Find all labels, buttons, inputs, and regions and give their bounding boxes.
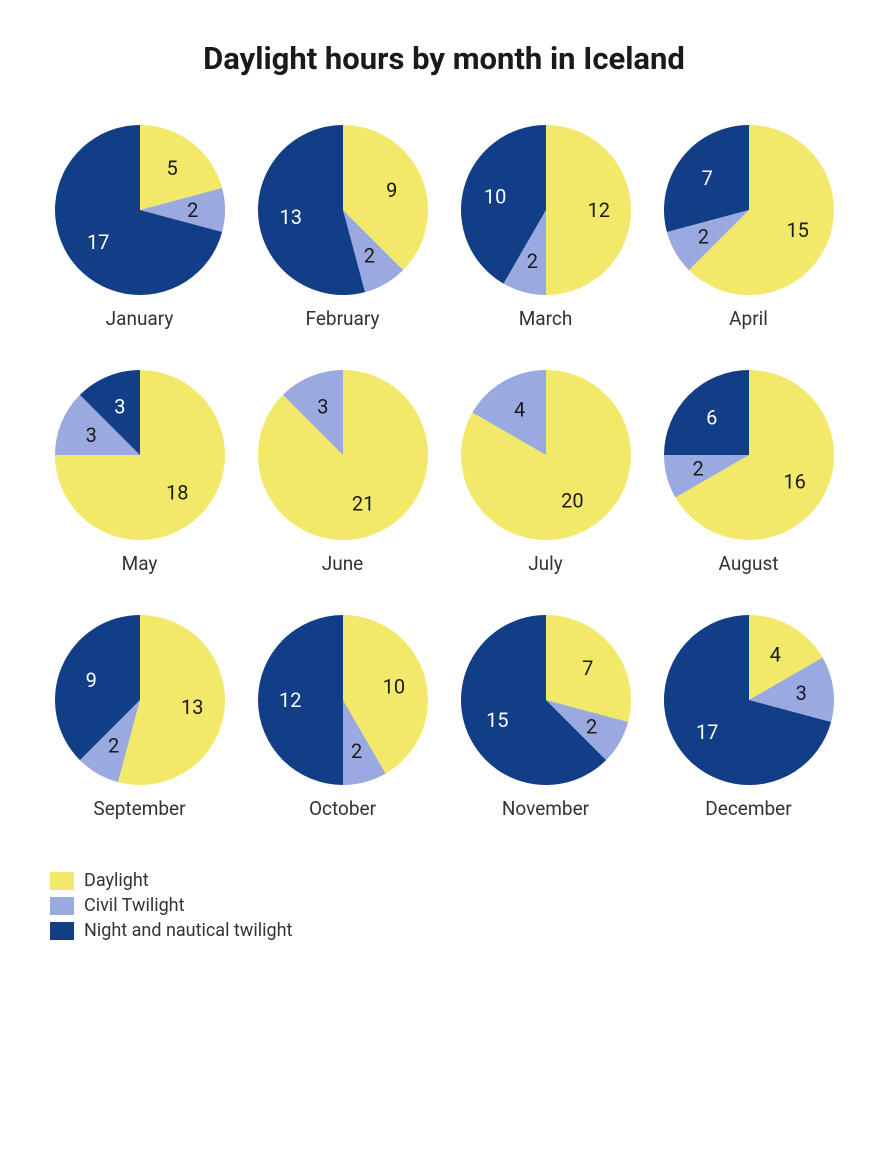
pie-chart: 13 2 9	[55, 615, 225, 785]
legend-swatch	[50, 872, 74, 890]
pie-value-night: 9	[85, 668, 96, 692]
pie-chart: 20 4	[461, 370, 631, 540]
month-cell: 9 2 13 February	[253, 125, 432, 330]
pie-value-night: 10	[483, 184, 505, 208]
month-label: July	[528, 552, 563, 575]
month-cell: 12 2 10 March	[456, 125, 635, 330]
pie-chart: 10 2 12	[258, 615, 428, 785]
pie-value-daylight: 18	[166, 480, 188, 504]
month-cell: 1833 May	[50, 370, 229, 575]
month-cell: 10 2 12 October	[253, 615, 432, 820]
pie-chart: 1626	[664, 370, 834, 540]
month-label: June	[322, 552, 364, 575]
pie-value-daylight: 20	[561, 489, 583, 513]
month-cell: 21 3 June	[253, 370, 432, 575]
pie-value-night: 6	[706, 406, 717, 430]
month-cell: 52 17 January	[50, 125, 229, 330]
pie-value-civil: 2	[526, 249, 537, 273]
pie-value-daylight: 13	[181, 695, 203, 719]
month-cell: 7 2 15 November	[456, 615, 635, 820]
month-label: March	[519, 307, 573, 330]
month-label: December	[705, 797, 791, 820]
pie-value-night: 7	[701, 166, 712, 190]
pie-value-civil: 3	[317, 394, 328, 418]
pie-chart: 1527	[664, 125, 834, 295]
month-label: January	[106, 307, 174, 330]
legend-swatch	[50, 922, 74, 940]
pie-value-civil: 2	[692, 457, 703, 481]
month-label: April	[729, 307, 768, 330]
pie-chart: 1833	[55, 370, 225, 540]
pie-value-civil: 2	[351, 739, 362, 763]
month-label: May	[122, 552, 158, 575]
pie-value-civil: 3	[85, 423, 96, 447]
pie-value-night: 15	[486, 708, 508, 732]
month-cell: 43 17 December	[659, 615, 838, 820]
pie-value-civil: 2	[108, 734, 119, 758]
legend: Daylight Civil Twilight Night and nautic…	[50, 870, 838, 941]
pie-value-civil: 2	[363, 244, 374, 268]
pie-value-civil: 2	[697, 224, 708, 248]
pie-value-civil: 2	[586, 714, 597, 738]
pie-value-night: 13	[279, 205, 301, 229]
pie-chart: 12 2 10	[461, 125, 631, 295]
pie-chart: 52 17	[55, 125, 225, 295]
month-cell: 13 2 9 September	[50, 615, 229, 820]
month-label: February	[306, 307, 380, 330]
pie-value-night: 17	[695, 720, 717, 744]
pie-grid: 5217 January 9213 February 12210 March 1…	[50, 125, 838, 820]
pie-value-daylight: 9	[386, 178, 397, 202]
legend-item: Civil Twilight	[50, 895, 838, 916]
pie-value-civil: 2	[187, 198, 198, 222]
legend-item: Daylight	[50, 870, 838, 891]
pie-value-daylight: 4	[769, 642, 780, 666]
month-label: September	[93, 797, 185, 820]
legend-item: Night and nautical twilight	[50, 920, 838, 941]
month-cell: 1527 April	[659, 125, 838, 330]
page-title: Daylight hours by month in Iceland	[50, 40, 838, 77]
pie-chart: 9 2 13	[258, 125, 428, 295]
pie-chart: 43 17	[664, 615, 834, 785]
pie-value-daylight: 12	[587, 198, 609, 222]
pie-value-daylight: 16	[783, 469, 805, 493]
pie-value-night: 17	[86, 230, 108, 254]
pie-value-daylight: 7	[582, 656, 593, 680]
pie-value-night: 12	[279, 688, 301, 712]
month-cell: 1626 August	[659, 370, 838, 575]
month-label: August	[719, 552, 779, 575]
pie-value-daylight: 5	[166, 156, 177, 180]
pie-value-civil: 3	[795, 681, 806, 705]
pie-value-civil: 4	[514, 397, 525, 421]
month-label: October	[309, 797, 376, 820]
pie-value-daylight: 21	[351, 492, 373, 516]
pie-value-daylight: 10	[382, 674, 404, 698]
pie-value-daylight: 15	[786, 218, 808, 242]
pie-value-night: 3	[114, 394, 125, 418]
legend-label: Night and nautical twilight	[84, 920, 292, 941]
pie-chart: 7 2 15	[461, 615, 631, 785]
legend-swatch	[50, 897, 74, 915]
legend-label: Daylight	[84, 870, 149, 891]
pie-chart: 21 3	[258, 370, 428, 540]
legend-label: Civil Twilight	[84, 895, 185, 916]
month-label: November	[502, 797, 589, 820]
month-cell: 20 4 July	[456, 370, 635, 575]
